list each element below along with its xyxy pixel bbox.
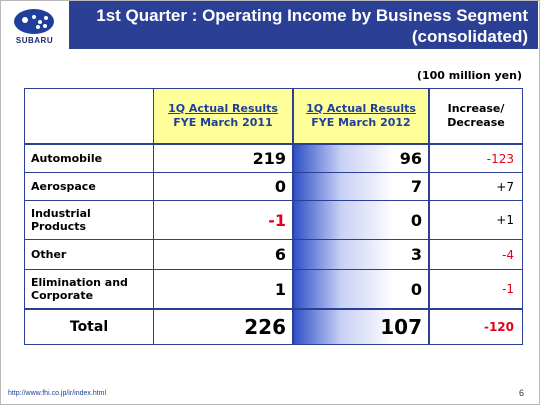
value-change: -4 <box>428 239 523 270</box>
header-change: Increase/ Decrease <box>428 88 523 145</box>
value-2012: 96 <box>292 143 430 173</box>
pleiades-logo-icon <box>14 9 54 34</box>
header-blank-cell <box>24 88 154 145</box>
table-row: Industrial Products -1 0 +1 <box>24 200 523 240</box>
value-2012: 0 <box>292 200 430 240</box>
header-change-line2: Decrease <box>447 116 505 129</box>
header-fye-2011: 1Q Actual Results FYE March 2011 <box>153 88 294 145</box>
value-change: +7 <box>428 172 523 201</box>
title-line-2: (consolidated) <box>411 27 528 46</box>
units-note: (100 million yen) <box>416 69 522 82</box>
title-line-1: 1st Quarter : Operating Income by Busine… <box>96 6 528 25</box>
segment-income-table: 1Q Actual Results FYE March 2011 1Q Actu… <box>24 88 523 345</box>
row-label: Other <box>24 239 154 270</box>
value-change: -1 <box>428 269 523 310</box>
header-fye-2012-line1: 1Q Actual Results <box>306 102 416 115</box>
value-2012: 3 <box>292 239 430 270</box>
value-change: +1 <box>428 200 523 240</box>
row-label: Aerospace <box>24 172 154 201</box>
row-label: Automobile <box>24 143 154 173</box>
header-fye-2012: 1Q Actual Results FYE March 2012 <box>292 88 430 145</box>
row-label-line2: Products <box>31 220 87 233</box>
footer-url-link[interactable]: http://www.fhi.co.jp/ir/index.html <box>8 390 107 397</box>
row-label-line1: Elimination and <box>31 276 128 289</box>
table-row: Automobile 219 96 -123 <box>24 143 523 173</box>
total-row: Total 226 107 -120 <box>24 308 523 345</box>
value-2011: 219 <box>153 143 294 173</box>
value-change: -123 <box>428 143 523 173</box>
header-fye-2011-line2: FYE March 2011 <box>173 116 273 129</box>
table-header-row: 1Q Actual Results FYE March 2011 1Q Actu… <box>24 88 523 145</box>
table-row: Elimination and Corporate 1 0 -1 <box>24 269 523 310</box>
row-label: Elimination and Corporate <box>24 269 154 310</box>
table-row: Aerospace 0 7 +7 <box>24 172 523 201</box>
slide-title: 1st Quarter : Operating Income by Busine… <box>96 5 528 47</box>
row-label-line1: Industrial <box>31 207 91 220</box>
total-2012: 107 <box>292 308 430 345</box>
value-2012: 0 <box>292 269 430 310</box>
value-2011: -1 <box>153 200 294 240</box>
title-bar: 1st Quarter : Operating Income by Busine… <box>69 1 538 49</box>
logo-text: SUBARU <box>15 36 54 45</box>
total-change: -120 <box>428 308 523 345</box>
value-2012: 7 <box>292 172 430 201</box>
header-fye-2012-line2: FYE March 2012 <box>311 116 411 129</box>
header-fye-2011-line1: 1Q Actual Results <box>168 102 278 115</box>
row-label: Industrial Products <box>24 200 154 240</box>
value-2011: 0 <box>153 172 294 201</box>
value-2011: 6 <box>153 239 294 270</box>
subaru-logo: SUBARU <box>1 1 68 49</box>
table-row: Other 6 3 -4 <box>24 239 523 270</box>
value-2011: 1 <box>153 269 294 310</box>
header-change-line1: Increase/ <box>447 102 505 115</box>
total-2011: 226 <box>153 308 294 345</box>
row-label-line2: Corporate <box>31 289 94 302</box>
total-label: Total <box>24 308 154 345</box>
page-number: 6 <box>518 388 524 398</box>
